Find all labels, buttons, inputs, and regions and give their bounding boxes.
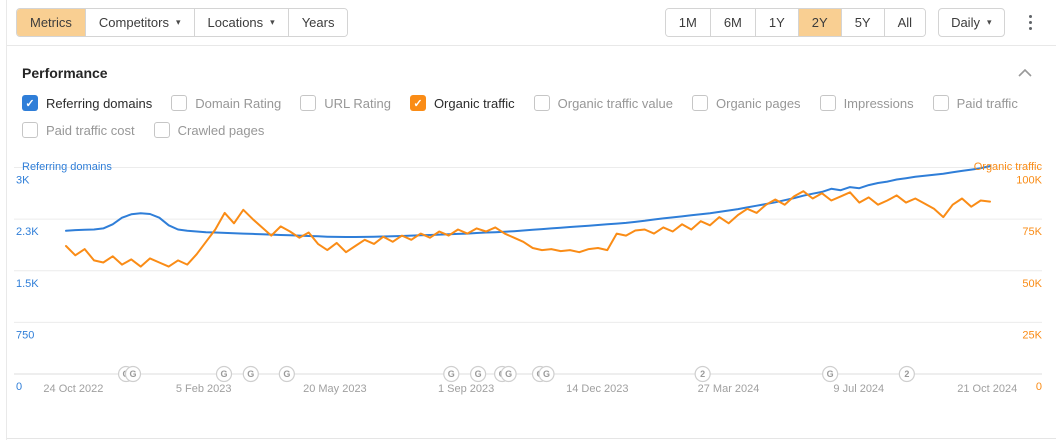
granularity-button[interactable]: Daily ▾	[938, 8, 1005, 37]
chevron-down-icon: ▾	[986, 17, 992, 27]
marker-glyph: G	[475, 369, 482, 379]
section-title: Performance	[22, 65, 108, 81]
chevron-down-icon: ▾	[270, 17, 275, 27]
marker-glyph: G	[220, 369, 227, 379]
checkbox-url-rating[interactable]: URL Rating	[300, 95, 391, 111]
toolbar-right: 1M 6M 1Y 2Y 5Y All Daily ▾	[664, 8, 1041, 37]
marker-glyph: G	[505, 369, 512, 379]
marker-glyph: 2	[904, 369, 909, 379]
metrics-checkbox-row-2: Paid traffic cost Crawled pages	[0, 116, 1056, 143]
checkbox-unchecked-icon	[819, 95, 836, 111]
google-update-marker[interactable]	[215, 365, 233, 383]
google-update-marker[interactable]	[242, 365, 259, 383]
checkbox-paid-traffic[interactable]: Paid traffic	[932, 95, 1018, 111]
checkbox-unchecked-icon	[153, 122, 170, 138]
range-6m-button[interactable]: 6M	[709, 9, 755, 36]
y-axis-tick-right: 50K	[1022, 278, 1042, 290]
performance-section-header: Performance	[0, 45, 1056, 89]
y-axis-tick-left: 3K	[16, 175, 30, 187]
checkbox-unchecked-icon	[171, 95, 188, 111]
marker-glyph: G	[827, 369, 834, 379]
marker-glyph: G	[448, 369, 455, 379]
marker-glyph: 2	[700, 369, 705, 379]
checkbox-domain-rating[interactable]: Domain Rating	[171, 95, 281, 111]
google-update-marker[interactable]	[822, 365, 839, 383]
tab-competitors[interactable]: Competitors ▾	[84, 9, 194, 36]
checkbox-unchecked-icon	[932, 95, 949, 111]
y-axis-tick-right: 0	[1036, 381, 1042, 393]
checkbox-referring-domains[interactable]: ✓ Referring domains	[22, 95, 152, 111]
google-update-marker[interactable]	[443, 365, 460, 383]
checkbox-organic-pages[interactable]: Organic pages	[692, 95, 801, 111]
range-1y-button[interactable]: 1Y	[754, 9, 798, 36]
checkbox-impressions[interactable]: Impressions	[819, 95, 914, 111]
panel-bottom-border	[7, 438, 1056, 439]
y-axis-tick-left: 1.5K	[16, 278, 39, 290]
x-axis-tick: 24 Oct 2022	[43, 383, 103, 395]
checkbox-crawled-pages[interactable]: Crawled pages	[153, 122, 264, 138]
grouped-updates-marker[interactable]	[694, 365, 711, 383]
performance-chart[interactable]: Referring domains Organic traffic 3K 100K…	[0, 161, 1056, 411]
metrics-tabs-group: Metrics Competitors ▾ Locations ▾ Years	[16, 8, 349, 37]
toolbar: Metrics Competitors ▾ Locations ▾ Years …	[0, 0, 1056, 45]
y-axis-tick-left: 2.3K	[16, 226, 39, 238]
right-axis-title: Organic traffic	[973, 161, 1042, 173]
checkbox-organic-traffic[interactable]: ✓ Organic traffic	[409, 95, 515, 111]
range-all-button[interactable]: All	[883, 9, 926, 36]
marker-glyph: G	[129, 369, 136, 379]
tab-metrics[interactable]: Metrics	[17, 9, 85, 36]
left-axis-title: Referring domains	[22, 161, 112, 173]
checkbox-unchecked-icon	[300, 95, 317, 111]
range-5y-button[interactable]: 5Y	[840, 9, 884, 36]
checkbox-paid-traffic-cost[interactable]: Paid traffic cost	[22, 122, 135, 138]
checkbox-unchecked-icon	[22, 122, 38, 138]
google-update-marker[interactable]	[538, 365, 555, 383]
checkbox-organic-traffic-value[interactable]: Organic traffic value	[533, 95, 673, 111]
panel-left-border	[6, 0, 7, 440]
y-axis-tick-right: 75K	[1022, 226, 1042, 238]
x-axis-tick: 27 Mar 2024	[698, 383, 760, 395]
chart-plot-area[interactable]: 3K 100K 2.3K 75K 1.5K 50K 750 25K 0 0 24 Oct 2022 5…	[0, 161, 1056, 411]
grouped-updates-marker[interactable]	[898, 365, 915, 383]
marker-glyph: G	[247, 369, 254, 379]
y-axis-tick-right: 25K	[1022, 329, 1042, 341]
tab-years-label: Years	[301, 15, 335, 30]
tab-locations[interactable]: Locations ▾	[193, 9, 288, 36]
kebab-menu-icon[interactable]	[1021, 11, 1041, 35]
tab-competitors-label: Competitors	[98, 15, 169, 30]
checkbox-checked-icon: ✓	[409, 95, 426, 111]
google-update-marker[interactable]	[500, 365, 517, 383]
y-axis-tick-left: 0	[16, 381, 22, 393]
toolbar-divider	[7, 45, 1056, 46]
metrics-checkbox-row-1: ✓ Referring domains Domain Rating URL Ra…	[0, 89, 1056, 116]
y-axis-tick-left: 750	[16, 329, 34, 341]
checkbox-unchecked-icon	[533, 95, 550, 111]
x-axis-tick: 5 Feb 2023	[176, 383, 232, 395]
range-2y-button[interactable]: 2Y	[797, 9, 841, 36]
x-axis-tick: 1 Sep 2023	[438, 383, 494, 395]
x-axis-tick: 21 Oct 2024	[957, 383, 1017, 395]
range-1m-button[interactable]: 1M	[665, 9, 710, 36]
chevron-down-icon: ▾	[175, 17, 181, 27]
google-update-marker[interactable]	[470, 365, 487, 383]
x-axis-tick: 14 Dec 2023	[566, 383, 628, 395]
y-axis-tick-right: 100K	[1016, 175, 1042, 187]
collapse-chevron-icon[interactable]	[1018, 69, 1032, 77]
date-range-selector: 1M 6M 1Y 2Y 5Y All	[664, 8, 927, 37]
granularity-label: Daily	[951, 15, 980, 30]
x-axis-tick: 9 Jul 2024	[833, 383, 884, 395]
marker-glyph: G	[543, 369, 550, 379]
checkbox-checked-icon: ✓	[22, 95, 38, 111]
marker-glyph: G	[283, 369, 290, 379]
google-update-marker[interactable]	[124, 365, 142, 383]
tab-metrics-label: Metrics	[30, 15, 72, 30]
tab-locations-label: Locations	[207, 15, 264, 30]
checkbox-unchecked-icon	[692, 95, 708, 111]
referring-domains-line	[65, 165, 991, 238]
x-axis-tick: 20 May 2023	[303, 383, 367, 395]
tab-years[interactable]: Years	[287, 9, 348, 36]
google-update-marker[interactable]	[278, 365, 295, 383]
organic-traffic-line	[65, 190, 991, 268]
